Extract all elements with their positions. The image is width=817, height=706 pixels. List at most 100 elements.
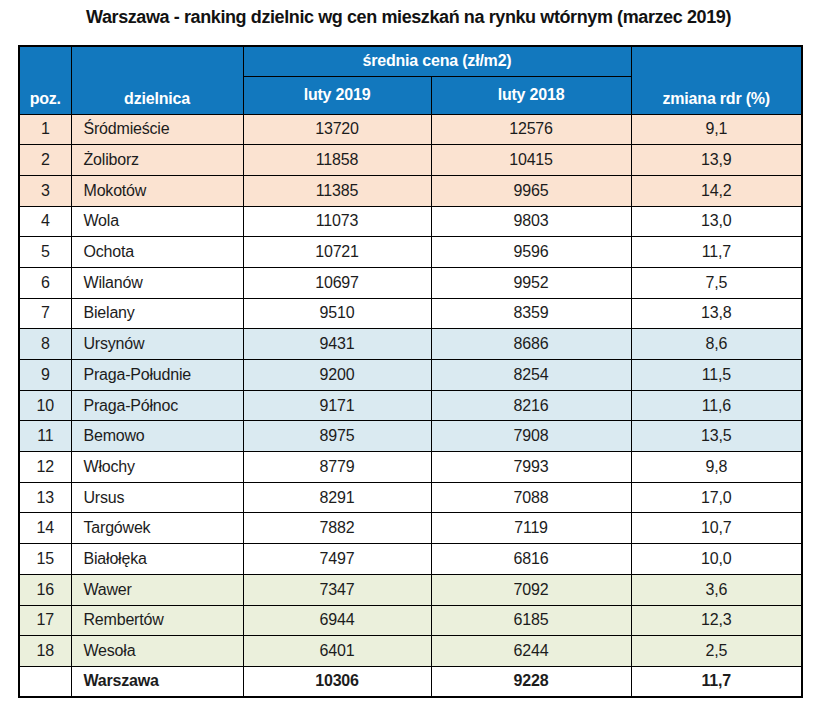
cell-dzielnica: Wola: [71, 206, 243, 237]
header-luty-2019: luty 2019: [243, 76, 431, 114]
cell-dzielnica: Targówek: [71, 513, 243, 544]
cell-luty2019: 11385: [243, 175, 431, 206]
cell-zmiana: 7,5: [631, 267, 802, 298]
cell-zmiana: 14,2: [631, 175, 802, 206]
header-dzielnica: dzielnica: [71, 46, 243, 114]
table-row: 8Ursynów943186868,6: [19, 329, 802, 360]
cell-zmiana: 10,0: [631, 544, 802, 575]
table-row: 15Białołęka7497681610,0: [19, 544, 802, 575]
cell-luty2018: 7908: [431, 421, 631, 452]
cell-luty2018: 10415: [431, 145, 631, 176]
cell-dzielnica: Żoliborz: [71, 145, 243, 176]
table-row: 18Wesoła640162442,5: [19, 636, 802, 667]
cell-poz: 11: [19, 421, 71, 452]
cell-luty2019: 7347: [243, 574, 431, 605]
cell-poz: 6: [19, 267, 71, 298]
table-row: 5Ochota10721959611,7: [19, 237, 802, 268]
cell-zmiana: 11,6: [631, 390, 802, 421]
cell-dzielnica: Bemowo: [71, 421, 243, 452]
cell-dzielnica: Praga-Południe: [71, 360, 243, 391]
cell-luty2019: 9510: [243, 298, 431, 329]
table-row: 10Praga-Północ9171821611,6: [19, 390, 802, 421]
table-row: 12Włochy877979939,8: [19, 452, 802, 483]
header-poz: poz.: [19, 46, 71, 114]
cell-poz: 15: [19, 544, 71, 575]
cell-zmiana: 2,5: [631, 636, 802, 667]
cell-dzielnica: Ursynów: [71, 329, 243, 360]
cell-luty2018: 7092: [431, 574, 631, 605]
cell-poz: 12: [19, 452, 71, 483]
cell-zmiana: 11,5: [631, 360, 802, 391]
cell-luty2019: 6944: [243, 605, 431, 636]
header-zmiana-rdr: zmiana rdr (%): [631, 46, 802, 114]
table-row: 3Mokotów11385996514,2: [19, 175, 802, 206]
table-row-total: Warszawa10306922811,7: [19, 666, 802, 697]
cell-dzielnica: Wesoła: [71, 636, 243, 667]
cell-luty2018: 9965: [431, 175, 631, 206]
cell-dzielnica: Włochy: [71, 452, 243, 483]
table-row: 14Targówek7882711910,7: [19, 513, 802, 544]
cell-poz: 5: [19, 237, 71, 268]
cell-poz: 1: [19, 114, 71, 145]
cell-luty2018: 9803: [431, 206, 631, 237]
cell-luty2018: 9228: [431, 666, 631, 697]
cell-dzielnica: Rembertów: [71, 605, 243, 636]
cell-zmiana: 11,7: [631, 666, 802, 697]
table-body: 1Śródmieście13720125769,12Żoliborz118581…: [19, 114, 802, 697]
cell-luty2019: 8975: [243, 421, 431, 452]
page-title: Warszawa - ranking dzielnic wg cen miesz…: [0, 7, 817, 28]
cell-zmiana: 9,1: [631, 114, 802, 145]
cell-dzielnica: Wilanów: [71, 267, 243, 298]
cell-dzielnica: Mokotów: [71, 175, 243, 206]
cell-zmiana: 3,6: [631, 574, 802, 605]
table-header: poz. dzielnica średnia cena (zł/m2) zmia…: [19, 46, 802, 114]
cell-luty2019: 9431: [243, 329, 431, 360]
table-row: 2Żoliborz118581041513,9: [19, 145, 802, 176]
table-row: 9Praga-Południe9200825411,5: [19, 360, 802, 391]
cell-luty2019: 9171: [243, 390, 431, 421]
cell-dzielnica: Warszawa: [71, 666, 243, 697]
cell-luty2019: 11858: [243, 145, 431, 176]
cell-luty2018: 6185: [431, 605, 631, 636]
cell-poz: 8: [19, 329, 71, 360]
cell-luty2018: 6244: [431, 636, 631, 667]
cell-zmiana: 8,6: [631, 329, 802, 360]
cell-dzielnica: Wawer: [71, 574, 243, 605]
cell-luty2019: 10697: [243, 267, 431, 298]
cell-poz: 9: [19, 360, 71, 391]
cell-poz: 18: [19, 636, 71, 667]
cell-luty2019: 8291: [243, 482, 431, 513]
cell-luty2019: 7882: [243, 513, 431, 544]
cell-luty2018: 8359: [431, 298, 631, 329]
cell-luty2019: 13720: [243, 114, 431, 145]
cell-zmiana: 13,8: [631, 298, 802, 329]
cell-zmiana: 9,8: [631, 452, 802, 483]
table-row: 16Wawer734770923,6: [19, 574, 802, 605]
cell-luty2019: 6401: [243, 636, 431, 667]
table-row: 17Rembertów6944618512,3: [19, 605, 802, 636]
cell-luty2019: 9200: [243, 360, 431, 391]
table-row: 6Wilanów1069799527,5: [19, 267, 802, 298]
cell-poz: 13: [19, 482, 71, 513]
cell-dzielnica: Ochota: [71, 237, 243, 268]
cell-zmiana: 13,5: [631, 421, 802, 452]
cell-luty2018: 8686: [431, 329, 631, 360]
cell-luty2019: 7497: [243, 544, 431, 575]
cell-poz: [19, 666, 71, 697]
cell-poz: 16: [19, 574, 71, 605]
table-row: 13Ursus8291708817,0: [19, 482, 802, 513]
cell-luty2018: 8254: [431, 360, 631, 391]
cell-poz: 14: [19, 513, 71, 544]
cell-poz: 17: [19, 605, 71, 636]
header-group-srednia-cena: średnia cena (zł/m2): [243, 46, 631, 76]
header-luty-2018: luty 2018: [431, 76, 631, 114]
table-row: 4Wola11073980313,0: [19, 206, 802, 237]
cell-poz: 4: [19, 206, 71, 237]
table-row: 7Bielany9510835913,8: [19, 298, 802, 329]
cell-dzielnica: Ursus: [71, 482, 243, 513]
cell-luty2018: 9596: [431, 237, 631, 268]
cell-zmiana: 13,9: [631, 145, 802, 176]
cell-poz: 3: [19, 175, 71, 206]
cell-luty2018: 7088: [431, 482, 631, 513]
cell-luty2018: 7119: [431, 513, 631, 544]
